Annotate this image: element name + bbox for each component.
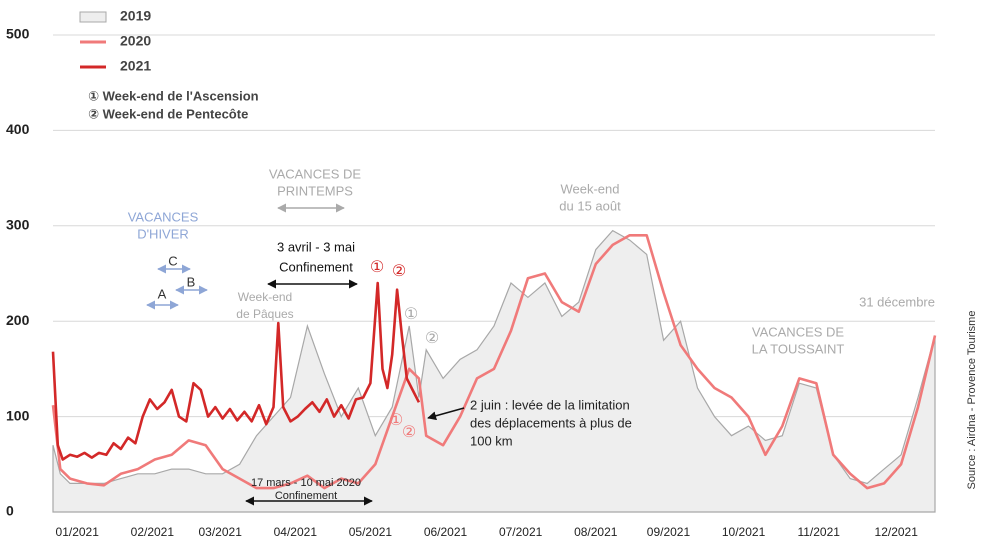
y-tick-label: 200 (6, 312, 30, 328)
annotation: A (158, 286, 167, 301)
y-tick-label: 500 (6, 26, 30, 42)
y-tick-label: 100 (6, 407, 30, 423)
annotation: 100 km (470, 433, 513, 448)
x-tick-label: 05/2021 (349, 525, 393, 539)
annotation: Week-end (238, 290, 292, 304)
line (51, 234, 937, 490)
annotation: du 15 août (559, 198, 621, 213)
annotation: B (187, 274, 196, 289)
y-tick-label: 300 (6, 217, 30, 233)
x-tick-label: 12/2021 (875, 525, 919, 539)
plot-area (51, 34, 937, 513)
annotation: Week-end (560, 181, 619, 196)
x-tick-label: 01/2021 (56, 525, 100, 539)
area (52, 229, 936, 513)
annotation: D'HIVER (137, 226, 189, 241)
annotation: Confinement (279, 259, 353, 274)
x-tick-label: 03/2021 (198, 525, 242, 539)
x-tick-label: 10/2021 (722, 525, 766, 539)
annotation: ① (404, 306, 418, 323)
annotation: ① (370, 259, 384, 276)
annotation: ② (392, 263, 406, 280)
annotation: 31 décembre (859, 294, 935, 309)
source: Source : Airdna - Provence Tourisme (966, 311, 978, 490)
annotation: VACANCES DE (269, 166, 362, 181)
annotation: Confinement (275, 490, 337, 502)
x-tick-label: 02/2021 (131, 525, 175, 539)
legend-swatch (79, 11, 107, 23)
arrow (427, 407, 465, 421)
annotation: LA TOUSSAINT (752, 341, 845, 356)
legend-label: 2019 (120, 8, 151, 24)
note: ① Week-end de l'Ascension (88, 88, 259, 103)
note: ② Week-end de Pentecôte (88, 106, 248, 121)
annotation: ② (402, 424, 416, 441)
y-tick-label: 400 (6, 121, 30, 137)
annotation: de Pâques (236, 307, 293, 321)
x-tick-label: 09/2021 (647, 525, 691, 539)
x-tick-label: 07/2021 (499, 525, 543, 539)
arrows (146, 203, 465, 506)
y-tick-label: 0 (6, 503, 14, 519)
annotation: ① (389, 412, 403, 429)
annotation: PRINTEMPS (277, 183, 353, 198)
line (51, 281, 421, 461)
annotation: 17 mars - 10 mai 2020 (251, 477, 361, 489)
annotation: VACANCES (128, 209, 199, 224)
annotation: ② (425, 330, 439, 347)
annotation: C (168, 253, 177, 268)
legend-label: 2021 (120, 58, 151, 74)
x-tick-label: 11/2021 (797, 525, 840, 539)
x-tick-label: 06/2021 (424, 525, 468, 539)
annotation: VACANCES DE (752, 324, 845, 339)
x-tick-label: 04/2021 (274, 525, 318, 539)
annotation: des déplacements à plus de (470, 415, 632, 430)
annotation: 2 juin : levée de la limitation (470, 397, 630, 412)
x-tick-label: 08/2021 (574, 525, 618, 539)
legend-label: 2020 (120, 33, 151, 49)
annotation: 3 avril - 3 mai (277, 239, 355, 254)
